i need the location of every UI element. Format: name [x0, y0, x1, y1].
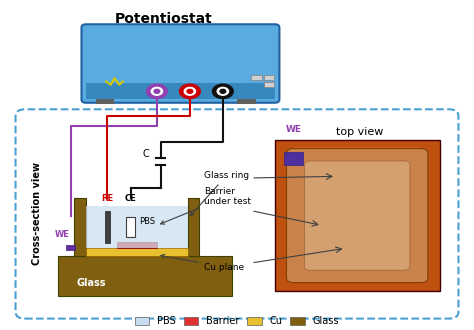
- Bar: [237, 99, 256, 104]
- Text: Barrier
under test: Barrier under test: [161, 187, 251, 224]
- Text: Cu plane: Cu plane: [161, 254, 244, 272]
- Bar: [126, 217, 135, 237]
- Bar: [86, 206, 188, 248]
- Bar: [264, 82, 274, 87]
- Text: WE: WE: [54, 230, 69, 239]
- Bar: [105, 211, 110, 243]
- Text: WE: WE: [285, 125, 301, 134]
- Bar: [293, 147, 421, 170]
- Circle shape: [220, 89, 226, 93]
- FancyBboxPatch shape: [82, 24, 279, 103]
- Text: Cross-section view: Cross-section view: [32, 162, 42, 265]
- Bar: [74, 198, 86, 256]
- Bar: [86, 83, 275, 99]
- Circle shape: [212, 84, 233, 99]
- Bar: [188, 198, 199, 256]
- Text: top view: top view: [336, 127, 383, 137]
- Bar: [264, 75, 274, 80]
- FancyBboxPatch shape: [286, 148, 428, 282]
- Bar: [58, 256, 232, 296]
- Bar: [284, 152, 303, 165]
- Text: PBS: PBS: [139, 217, 155, 226]
- Circle shape: [184, 87, 196, 95]
- Text: CE: CE: [125, 194, 137, 203]
- Circle shape: [151, 87, 163, 95]
- Circle shape: [217, 87, 228, 95]
- Legend: PBS, Barrier, Cu, Glass: PBS, Barrier, Cu, Glass: [131, 312, 343, 330]
- Bar: [66, 245, 75, 250]
- FancyBboxPatch shape: [304, 161, 410, 270]
- Text: Glass: Glass: [77, 278, 106, 288]
- Circle shape: [154, 89, 160, 93]
- Circle shape: [146, 84, 167, 99]
- Circle shape: [180, 84, 200, 99]
- Bar: [86, 248, 188, 256]
- Circle shape: [187, 89, 193, 93]
- Text: Potentiostat: Potentiostat: [115, 12, 212, 26]
- Text: RE: RE: [101, 194, 113, 203]
- Bar: [117, 243, 157, 248]
- Bar: [275, 140, 439, 291]
- Text: Glass ring: Glass ring: [190, 171, 249, 216]
- Bar: [251, 75, 262, 80]
- Bar: [96, 99, 115, 104]
- Text: C: C: [143, 149, 149, 159]
